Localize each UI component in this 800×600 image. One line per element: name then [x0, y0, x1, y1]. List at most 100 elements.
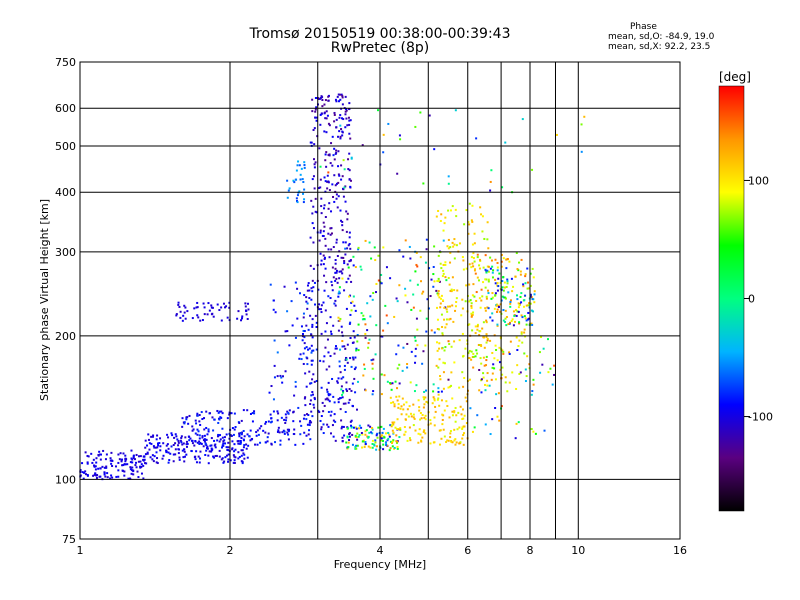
scatter-point — [394, 380, 397, 383]
scatter-point — [512, 285, 515, 288]
scatter-point — [268, 391, 271, 394]
scatter-point — [472, 283, 475, 286]
scatter-point — [296, 164, 299, 167]
scatter-point — [322, 254, 325, 257]
scatter-point — [205, 410, 208, 413]
phase-stat-o: mean, sd,O: -84.9, 19.0 — [608, 32, 715, 42]
scatter-point — [335, 277, 338, 280]
scatter-point — [505, 267, 508, 270]
scatter-point — [359, 265, 362, 268]
scatter-point — [205, 438, 208, 441]
scatter-point — [97, 453, 100, 456]
scatter-point — [375, 282, 378, 285]
scatter-point — [325, 281, 328, 284]
scatter-point — [398, 395, 401, 398]
scatter-point — [199, 423, 202, 426]
scatter-point — [353, 368, 356, 371]
scatter-point — [178, 456, 181, 459]
scatter-point — [442, 387, 445, 390]
scatter-point — [436, 306, 439, 309]
scatter-point — [491, 372, 494, 375]
scatter-point — [451, 241, 454, 244]
scatter-point — [437, 280, 440, 283]
scatter-point — [356, 432, 359, 435]
scatter-point — [489, 256, 492, 259]
scatter-point — [396, 300, 399, 303]
scatter-point — [356, 340, 359, 343]
scatter-point — [471, 294, 474, 297]
scatter-point — [362, 314, 365, 317]
scatter-point — [400, 413, 403, 416]
scatter-point — [240, 460, 243, 463]
scatter-point — [493, 357, 496, 360]
scatter-point — [370, 257, 373, 260]
scatter-point — [345, 117, 348, 120]
scatter-point — [307, 414, 310, 417]
scatter-point — [201, 435, 204, 438]
scatter-point — [450, 289, 453, 292]
scatter-point — [395, 395, 398, 398]
scatter-point — [485, 278, 488, 281]
scatter-point — [501, 186, 504, 189]
scatter-point — [327, 232, 330, 235]
scatter-point — [519, 295, 522, 298]
scatter-point — [319, 419, 322, 422]
scatter-point — [512, 310, 515, 313]
scatter-point — [454, 305, 457, 308]
scatter-point — [247, 308, 250, 311]
scatter-point — [210, 306, 213, 309]
scatter-point — [421, 436, 424, 439]
scatter-point — [311, 378, 314, 381]
scatter-point — [245, 443, 248, 446]
scatter-point — [197, 430, 200, 433]
scatter-point — [453, 361, 456, 364]
scatter-point — [195, 461, 198, 464]
scatter-point — [239, 442, 242, 445]
scatter-point — [476, 352, 479, 355]
scatter-point — [449, 209, 452, 212]
scatter-point — [486, 384, 489, 387]
scatter-point — [327, 99, 330, 102]
scatter-point — [215, 454, 218, 457]
scatter-point — [368, 431, 371, 434]
scatter-point — [342, 390, 345, 393]
scatter-point — [168, 459, 171, 462]
scatter-point — [528, 302, 531, 305]
scatter-point — [120, 460, 123, 463]
scatter-point — [335, 271, 338, 274]
scatter-point — [447, 238, 450, 241]
scatter-point — [436, 280, 439, 283]
scatter-point — [175, 435, 178, 438]
scatter-point — [478, 267, 481, 270]
scatter-point — [86, 462, 89, 465]
scatter-point — [196, 314, 199, 317]
scatter-point — [455, 301, 458, 304]
scatter-point — [416, 265, 419, 268]
scatter-point — [202, 445, 205, 448]
scatter-point — [432, 383, 435, 386]
scatter-point — [546, 338, 549, 341]
scatter-point — [95, 476, 98, 479]
scatter-point — [152, 460, 155, 463]
scatter-point — [387, 122, 390, 125]
scatter-point — [421, 414, 424, 417]
scatter-point — [246, 409, 249, 412]
scatter-point — [508, 381, 511, 384]
scatter-point — [333, 174, 336, 177]
scatter-point — [389, 382, 392, 385]
scatter-point — [238, 455, 241, 458]
scatter-point — [341, 220, 344, 223]
scatter-point — [504, 141, 507, 144]
scatter-point — [310, 344, 313, 347]
scatter-point — [178, 458, 181, 461]
scatter-point — [520, 332, 523, 335]
scatter-point — [181, 425, 184, 428]
scatter-point — [334, 279, 337, 282]
scatter-point — [524, 317, 527, 320]
scatter-point — [342, 391, 345, 394]
scatter-point — [417, 399, 420, 402]
scatter-point — [416, 344, 419, 347]
scatter-point — [334, 98, 337, 101]
scatter-point — [481, 215, 484, 218]
scatter-point — [448, 385, 451, 388]
